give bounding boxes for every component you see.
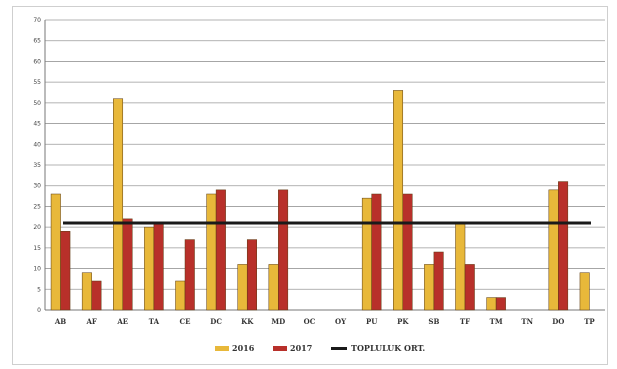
x-tick-label: TN: [521, 317, 533, 326]
x-tick-label: TP: [584, 317, 595, 326]
bar-2017-PK: [402, 193, 413, 311]
x-tick-label: SB: [428, 317, 439, 326]
y-tick-label: 0: [37, 307, 41, 314]
y-tick-label: 65: [33, 38, 41, 45]
bar-2017-AE: [122, 218, 133, 311]
x-tick-label: OY: [335, 317, 347, 326]
legend-label-reference: TOPLULUK ORT.: [351, 343, 425, 353]
bar-2016-TP: [579, 272, 590, 311]
y-tick-label: 5: [37, 286, 41, 293]
x-tick-label: PK: [397, 317, 409, 326]
bar-2017-TM: [495, 297, 506, 311]
bar-2017-DO: [558, 181, 569, 311]
x-tick-label: AB: [54, 317, 66, 326]
y-tick-label: 25: [33, 203, 41, 210]
x-tick-label: KK: [241, 317, 254, 326]
bar-2017-AB: [60, 231, 71, 311]
x-tick-label: MD: [271, 317, 285, 326]
bar-2017-SB: [433, 251, 444, 311]
legend-swatch-2017: [273, 346, 287, 351]
y-tick-label: 45: [33, 121, 41, 128]
bar-2017-AF: [91, 280, 102, 311]
y-tick-label: 35: [33, 162, 41, 169]
bar-2016-CE: [175, 280, 186, 311]
x-tick-label: AF: [85, 317, 96, 326]
bar-2016-MD: [268, 264, 279, 311]
bar-2016-PK: [393, 90, 404, 311]
y-tick-label: 50: [33, 100, 41, 107]
bar-2016-AF: [81, 272, 92, 311]
x-tick-label: AE: [116, 317, 128, 326]
bar-2016-DC: [206, 193, 217, 311]
x-tick-label: CE: [180, 317, 191, 326]
bar-2017-TF: [464, 264, 475, 311]
bar-2016-PU: [361, 197, 372, 311]
x-tick-label: TF: [460, 317, 470, 326]
legend-swatch-2016: [215, 346, 229, 351]
bar-2016-SB: [424, 264, 435, 311]
bar-2017-PU: [371, 193, 382, 311]
y-tick-label: 10: [33, 266, 41, 273]
bar-2017-CE: [184, 239, 195, 311]
bar-2016-AB: [50, 193, 61, 311]
y-tick-label: 55: [33, 79, 41, 86]
bar-2017-MD: [278, 189, 289, 311]
bar-2017-DC: [215, 189, 226, 311]
bar-2017-KK: [246, 239, 257, 311]
bar-2016-AE: [113, 98, 124, 311]
legend-label-2017: 2017: [290, 343, 312, 353]
x-tick-label: TA: [149, 317, 160, 326]
bar-2016-TA: [144, 226, 155, 311]
bar-2017-TA: [153, 222, 164, 311]
x-tick-label: OC: [304, 317, 316, 326]
y-tick-label: 40: [33, 141, 41, 148]
x-tick-label: DO: [552, 317, 564, 326]
bar-2016-TM: [486, 297, 497, 311]
x-tick-label: PU: [366, 317, 377, 326]
y-tick-label: 60: [33, 58, 41, 65]
y-tick-label: 30: [33, 183, 41, 190]
x-tick-label: TM: [490, 317, 503, 326]
bar-2016-KK: [237, 264, 248, 311]
bar-2016-TF: [455, 222, 466, 311]
y-tick-label: 15: [33, 245, 41, 252]
bar-2016-DO: [548, 189, 559, 311]
x-tick-label: DC: [210, 317, 222, 326]
y-tick-label: 70: [33, 17, 41, 24]
legend-label-2016: 2016: [232, 343, 255, 353]
y-tick-label: 20: [33, 224, 41, 231]
